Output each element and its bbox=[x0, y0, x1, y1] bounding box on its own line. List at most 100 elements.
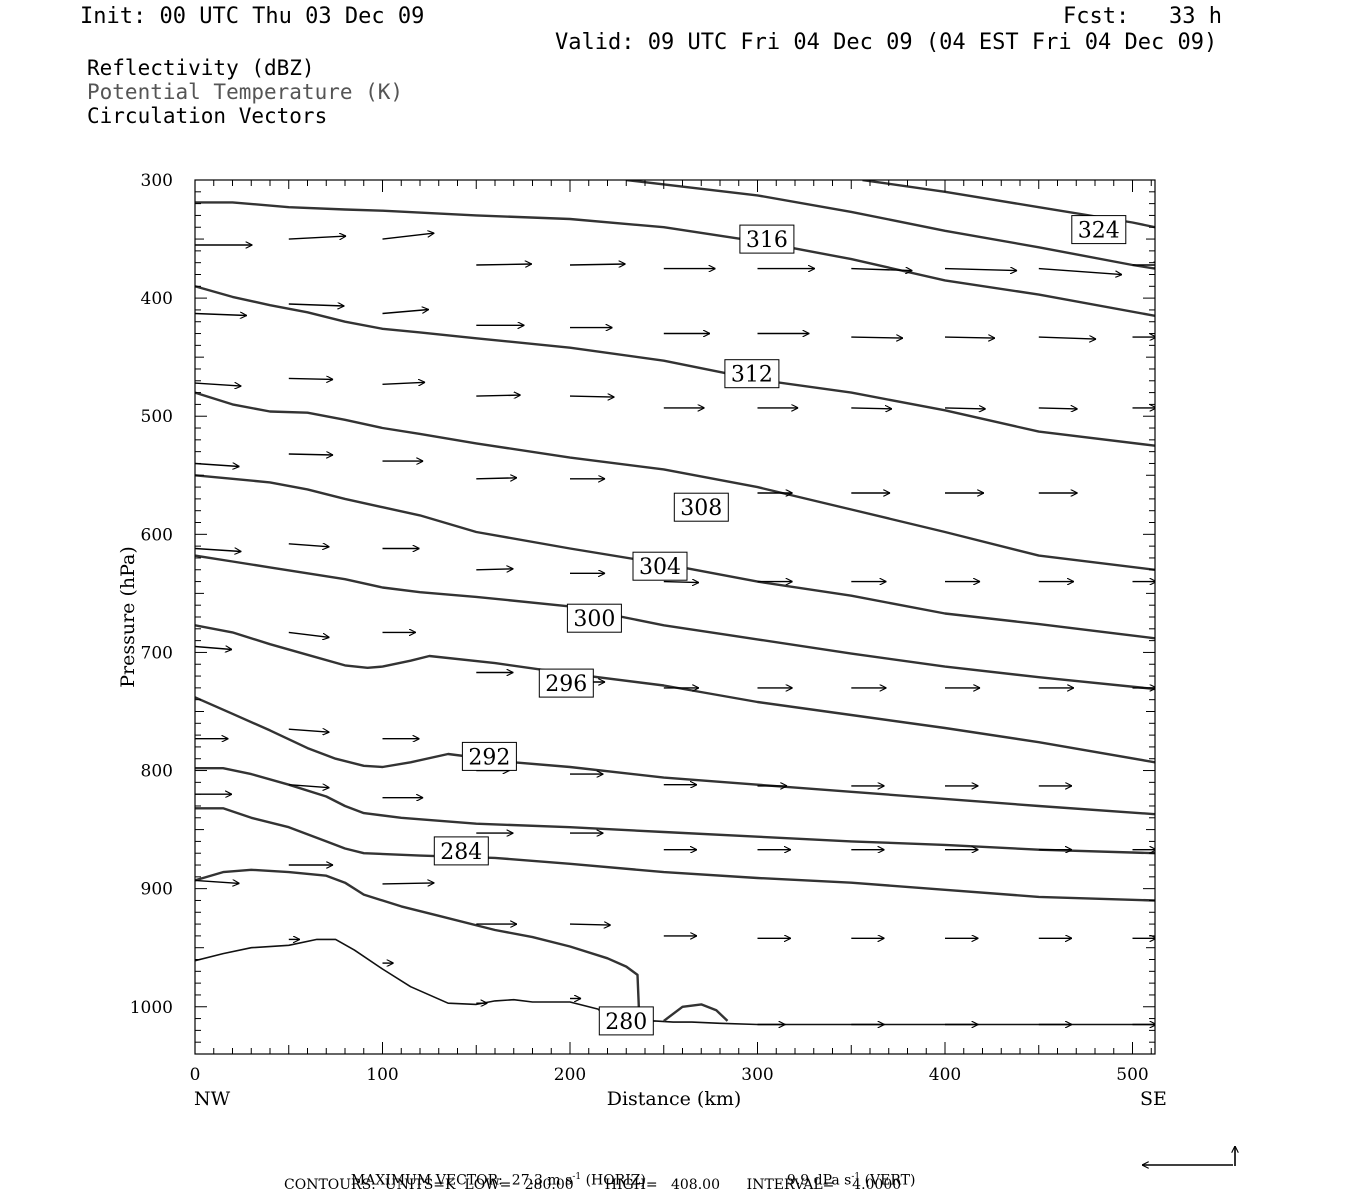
y-tick-label: 600 bbox=[141, 525, 173, 545]
y-tick-labels: 300 400 500 600 700 800 900 1000 bbox=[130, 171, 173, 1018]
circulation-vector bbox=[476, 478, 517, 479]
circulation-vector bbox=[382, 310, 429, 315]
contour-line-316 bbox=[195, 201, 1155, 317]
vert-exp: -1 bbox=[851, 1172, 861, 1182]
y-tick-label: 500 bbox=[141, 407, 173, 427]
circulation-vector bbox=[195, 383, 241, 386]
contour-line-292 bbox=[195, 696, 1155, 816]
y-tick-label: 900 bbox=[141, 880, 173, 900]
contour-labels: 280 284 292 296 300 304 308 312 316 324 bbox=[433, 215, 1127, 1036]
circulation-vector bbox=[851, 337, 903, 338]
contour-label-296: 296 bbox=[545, 672, 587, 697]
minor-ticks bbox=[194, 179, 1155, 1055]
circulation-vector bbox=[195, 464, 239, 467]
contour-line-288 bbox=[195, 807, 1155, 902]
field-reflectivity: Reflectivity (dBZ) bbox=[87, 56, 315, 80]
circulation-vector bbox=[195, 314, 247, 316]
y-tick-label: 700 bbox=[141, 643, 173, 663]
x-tick-label: 500 bbox=[1116, 1065, 1148, 1085]
x-axis-label: Distance (km) bbox=[607, 1088, 742, 1110]
contour-label-box bbox=[632, 551, 688, 581]
circulation-vector bbox=[569, 264, 626, 265]
contour-label-304: 304 bbox=[639, 555, 681, 580]
contour-line-300 bbox=[195, 554, 1155, 691]
x-tick-label: 200 bbox=[554, 1065, 586, 1085]
contours-info: CONTOURS: UNITS=K LOW= 280.00 HIGH= 408.… bbox=[284, 1177, 902, 1193]
contour-label-280: 280 bbox=[605, 1010, 647, 1035]
contour-line-312 bbox=[195, 285, 1155, 447]
contour-label-box bbox=[566, 603, 622, 633]
horiz-value: 27.3 bbox=[511, 1172, 543, 1189]
circulation-vector bbox=[944, 337, 995, 338]
circulation-vector bbox=[569, 924, 611, 925]
contour-line-280-upper bbox=[663, 1003, 729, 1022]
circulation-vector bbox=[1038, 408, 1078, 409]
field-potential-temperature: Potential Temperature (K) bbox=[87, 80, 404, 104]
circulation-vector bbox=[288, 729, 330, 732]
circulation-vectors bbox=[195, 233, 1155, 1024]
contour-label-box bbox=[739, 224, 795, 254]
circulation-vector bbox=[382, 382, 426, 384]
max-vector-vert: 9.9 dPa s-1 (VERT) bbox=[778, 1159, 916, 1189]
circulation-vector bbox=[195, 880, 239, 883]
y-tick-label: 1000 bbox=[130, 998, 173, 1018]
field-circulation-vectors: Circulation Vectors bbox=[87, 104, 328, 128]
x-label-left: NW bbox=[194, 1088, 231, 1110]
horiz-tag: (HORIZ) bbox=[585, 1172, 646, 1189]
contour-label-box bbox=[433, 836, 489, 866]
circulation-vector bbox=[1038, 267, 1122, 275]
y-tick-label: 400 bbox=[141, 289, 173, 309]
contour-label-box bbox=[461, 741, 517, 771]
circulation-vector bbox=[288, 544, 330, 547]
contour-label-284: 284 bbox=[440, 840, 482, 865]
contour-label-316: 316 bbox=[746, 228, 788, 253]
contour-label-box bbox=[724, 359, 780, 389]
circulation-vector bbox=[382, 233, 435, 240]
circulation-vector bbox=[944, 408, 986, 409]
x-tick-labels: 0 100 200 300 400 500 bbox=[190, 1065, 1149, 1085]
circulation-vector bbox=[195, 549, 241, 552]
contour-label-300: 300 bbox=[573, 607, 615, 632]
contour-label-box bbox=[673, 492, 729, 522]
circulation-vector bbox=[382, 883, 435, 884]
vert-tag: (VERT) bbox=[864, 1172, 916, 1189]
init-time: Init: 00 UTC Thu 03 Dec 09 bbox=[80, 4, 425, 29]
circulation-vector bbox=[1038, 337, 1096, 339]
circulation-vector bbox=[476, 264, 532, 265]
circulation-vector bbox=[195, 647, 232, 650]
vert-units: dPa s bbox=[813, 1172, 852, 1189]
contour-label-324: 324 bbox=[1078, 219, 1120, 244]
x-tick-label: 300 bbox=[741, 1065, 773, 1085]
circulation-vector bbox=[476, 395, 520, 396]
contour-label-box bbox=[1071, 215, 1127, 245]
circulation-vector bbox=[944, 269, 1017, 271]
circulation-vector bbox=[569, 396, 614, 397]
circulation-vector bbox=[663, 582, 699, 583]
contour-line-296 bbox=[195, 624, 1155, 764]
max-vector-prefix: MAXIMUM VECTOR: bbox=[350, 1172, 503, 1189]
forecast-hour: Fcst: 33 h bbox=[1063, 4, 1222, 29]
circulation-vector bbox=[476, 569, 513, 570]
contour-line-280 bbox=[195, 938, 1155, 1026]
x-label-right: SE bbox=[1140, 1088, 1167, 1110]
contour-line-324 bbox=[862, 180, 1155, 229]
contour-label-292: 292 bbox=[468, 745, 510, 770]
max-vector-line: MAXIMUM VECTOR: 27.3 m s-1 (HORIZ) bbox=[342, 1159, 646, 1188]
horiz-exp: -1 bbox=[572, 1172, 582, 1182]
x-tick-label: 100 bbox=[366, 1065, 398, 1085]
valid-time: Valid: 09 UTC Fri 04 Dec 09 (04 EST Fri … bbox=[555, 30, 1218, 55]
theta-contours bbox=[195, 180, 1155, 1026]
circulation-vector bbox=[288, 378, 333, 379]
x-tick-label: 0 bbox=[190, 1065, 201, 1085]
circulation-vector bbox=[288, 454, 333, 455]
reference-vector-icon bbox=[1142, 1146, 1235, 1166]
contour-label-312: 312 bbox=[731, 363, 773, 388]
vert-value: 9.9 bbox=[786, 1172, 810, 1189]
y-axis-label: Pressure (hPa) bbox=[117, 546, 139, 688]
contour-label-box bbox=[538, 668, 594, 698]
plot-frame bbox=[194, 179, 1156, 1055]
contour-line-284 bbox=[195, 868, 641, 1021]
contour-label-box bbox=[598, 1006, 654, 1036]
circulation-vector bbox=[288, 631, 330, 637]
